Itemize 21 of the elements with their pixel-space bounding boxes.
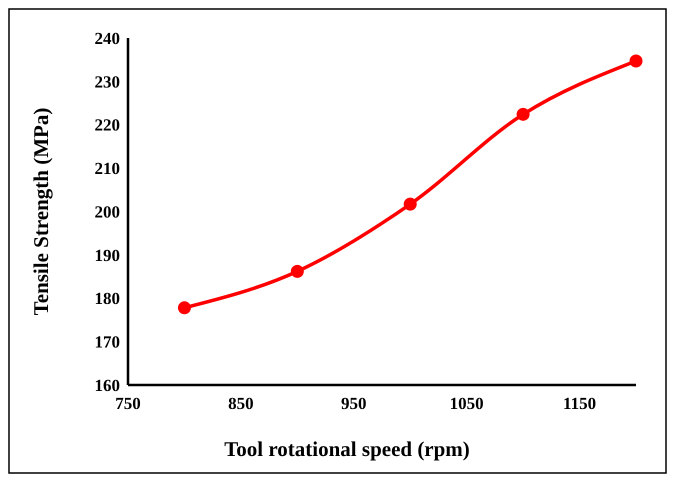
y-tick-label: 230 xyxy=(94,72,120,92)
x-tick-label: 1050 xyxy=(450,394,484,413)
x-tick-label: 850 xyxy=(228,394,254,413)
y-tick-label: 170 xyxy=(94,332,120,352)
y-tick-label: 180 xyxy=(94,289,120,308)
y-axis-title: Tensile Strength (MPa) xyxy=(29,108,53,316)
point xyxy=(178,301,191,314)
y-tick-label: 220 xyxy=(94,116,120,135)
y-tick-label: 210 xyxy=(94,159,120,178)
point xyxy=(516,108,530,121)
point xyxy=(630,54,642,68)
point xyxy=(290,264,304,278)
x-axis-title: Tool rotational speed (rpm) xyxy=(224,437,470,461)
x-tick-label: 750 xyxy=(115,394,141,413)
y-tick-label: 190 xyxy=(94,246,120,265)
point xyxy=(404,198,417,211)
y-tick-label: 200 xyxy=(94,202,120,222)
x-tick-label: 950 xyxy=(341,394,367,413)
x-tick-label: 1150 xyxy=(563,394,596,413)
y-tick-label: 240 xyxy=(94,28,120,48)
y-tick-label: 160 xyxy=(94,376,120,395)
